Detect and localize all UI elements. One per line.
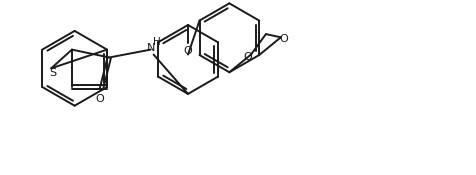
Text: O: O xyxy=(244,51,252,61)
Text: H: H xyxy=(153,37,160,47)
Text: N: N xyxy=(147,43,155,53)
Text: O: O xyxy=(95,94,104,104)
Text: O: O xyxy=(279,34,288,44)
Text: O: O xyxy=(184,46,192,56)
Text: S: S xyxy=(50,68,57,78)
